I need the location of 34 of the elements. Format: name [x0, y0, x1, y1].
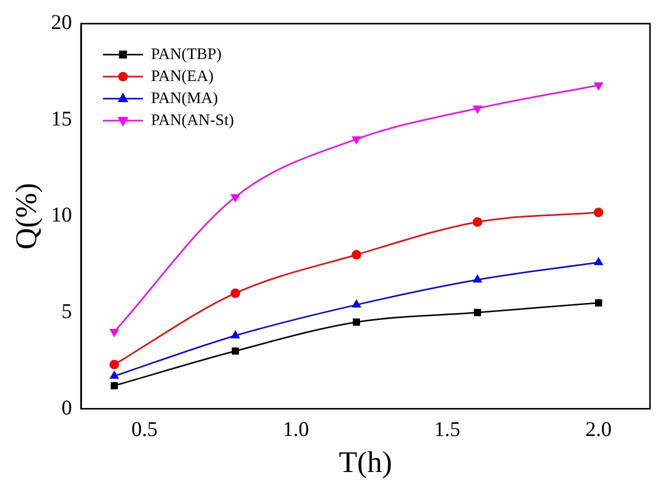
point — [232, 347, 239, 355]
point — [231, 330, 240, 338]
point — [594, 258, 603, 266]
point — [352, 250, 362, 260]
y-tick-label: 0 — [62, 395, 72, 420]
legend-label: PAN(TBP) — [151, 46, 222, 63]
point — [110, 382, 118, 390]
y-tick-label: 15 — [51, 106, 72, 130]
x-tick-label: 1.5 — [434, 416, 460, 441]
y-tick-label: 10 — [51, 202, 72, 227]
x-axis-title: T(h) — [338, 446, 392, 479]
point — [110, 360, 120, 370]
point — [474, 308, 482, 316]
legend-label: PAN(MA) — [151, 90, 218, 107]
point — [472, 217, 482, 227]
point — [352, 300, 361, 308]
x-tick-label: 0.5 — [131, 416, 158, 441]
point — [231, 194, 240, 202]
point — [473, 106, 482, 114]
point — [230, 288, 240, 298]
legend-label: PAN(AN-St) — [151, 112, 234, 129]
point — [352, 136, 361, 144]
point — [594, 208, 604, 218]
point — [594, 82, 603, 90]
y-axis-title: Q(%) — [10, 182, 43, 250]
y-tick-label: 20 — [51, 10, 72, 34]
x-tick-label: 2.0 — [585, 416, 612, 441]
x-tick-label: 1.0 — [282, 416, 310, 441]
point — [352, 318, 360, 326]
y-tick-label: 5 — [62, 299, 72, 324]
point — [473, 275, 482, 283]
point — [594, 299, 602, 306]
point — [110, 371, 119, 379]
legend-label: PAN(EA) — [151, 68, 214, 85]
